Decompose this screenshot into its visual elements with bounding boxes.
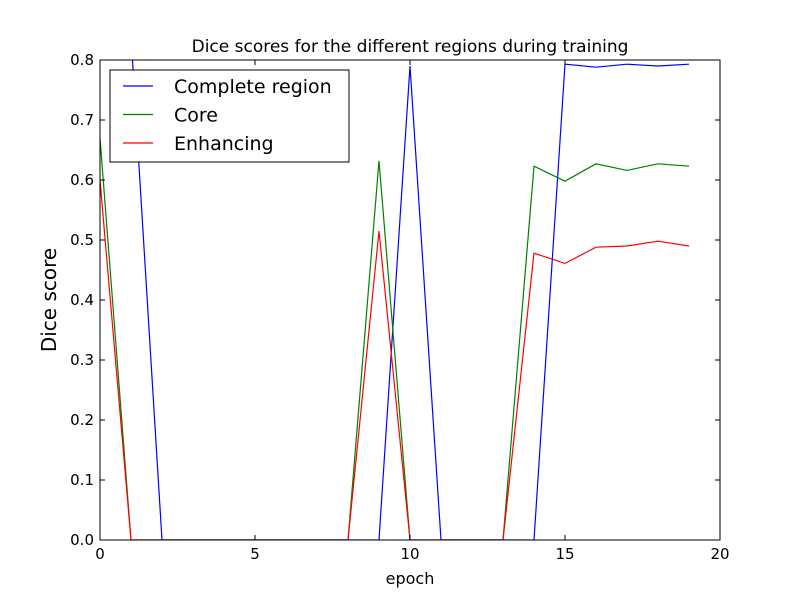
- series-line-1: [100, 137, 690, 540]
- legend-label-1: Core: [174, 105, 218, 127]
- x-tick-label: 20: [710, 545, 729, 563]
- y-tick-label: 0.5: [70, 231, 94, 249]
- y-tick-label: 0.1: [70, 471, 94, 489]
- y-tick-label: 0.0: [70, 531, 94, 549]
- y-tick-label: 0.8: [70, 51, 94, 69]
- y-tick-label: 0.3: [70, 351, 94, 369]
- series-layer: [100, 60, 690, 540]
- legend-label-0: Complete region: [174, 76, 332, 98]
- y-tick-label: 0.4: [70, 291, 94, 309]
- ticks-layer: 0 5 10 15 20 0.0 0.1 0.2 0.3 0.4 0.5 0.6 0.7 0.8: [70, 51, 729, 563]
- legend-box: [109, 69, 350, 163]
- chart-title: Dice scores for the different regions du…: [192, 37, 629, 57]
- x-tick-label: 15: [555, 545, 574, 563]
- x-tick-label: 0: [95, 545, 105, 563]
- x-tick-label: 10: [400, 545, 419, 563]
- series-line-0: [131, 60, 690, 540]
- legend: Complete region Core Enhancing: [109, 69, 350, 163]
- y-tick-label: 0.6: [70, 171, 94, 189]
- x-axis-label: epoch: [386, 569, 435, 588]
- series-line-2: [100, 179, 690, 540]
- x-tick-label: 5: [250, 545, 260, 563]
- y-tick-label: 0.7: [70, 111, 94, 129]
- legend-label-2: Enhancing: [174, 133, 274, 155]
- y-tick-label: 0.2: [70, 411, 94, 429]
- y-axis-label: Dice score: [37, 248, 61, 352]
